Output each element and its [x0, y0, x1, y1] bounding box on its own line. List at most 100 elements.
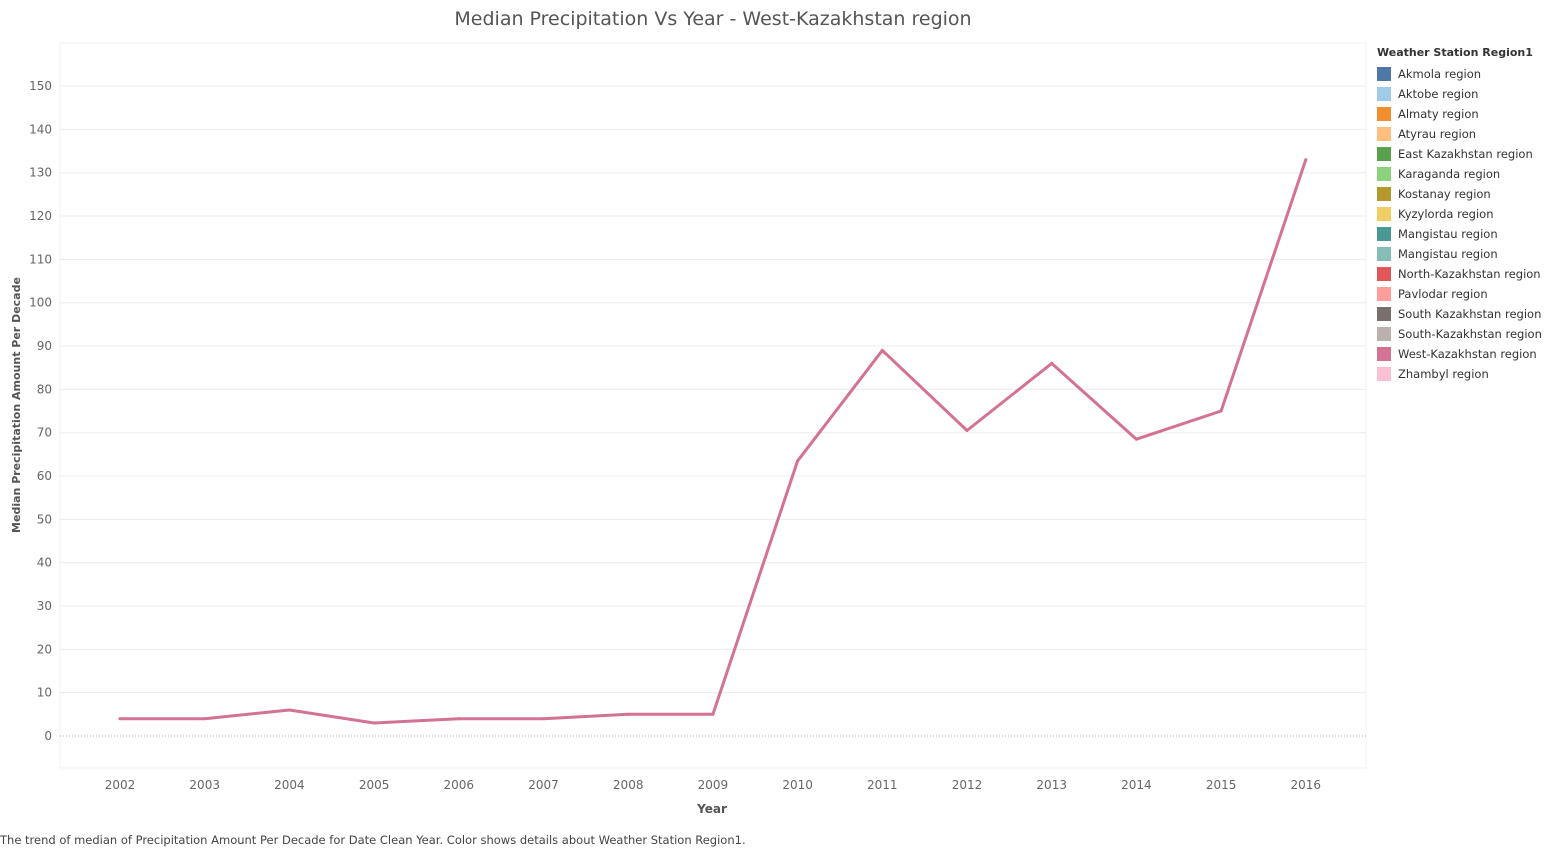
legend-swatch [1377, 167, 1391, 181]
legend-swatch [1377, 87, 1391, 101]
legend-item[interactable]: Mangistau region [1377, 244, 1544, 264]
x-tick-label: 2013 [1036, 778, 1067, 792]
data-point [372, 721, 376, 725]
legend-label: Karaganda region [1398, 167, 1501, 181]
legend-swatch [1377, 347, 1391, 361]
x-tick-label: 2006 [444, 778, 475, 792]
legend-label: Aktobe region [1398, 87, 1479, 101]
legend-label: East Kazakhstan region [1398, 147, 1533, 161]
series-line [118, 158, 1308, 725]
legend-swatch [1377, 187, 1391, 201]
data-point [965, 429, 969, 433]
data-point [626, 712, 630, 716]
legend-swatch [1377, 267, 1391, 281]
x-tick-label: 2014 [1121, 778, 1152, 792]
legend-swatch [1377, 287, 1391, 301]
data-point [1050, 361, 1054, 365]
x-tick-label: 2012 [952, 778, 983, 792]
legend-item[interactable]: South-Kazakhstan region [1377, 324, 1544, 344]
data-point [880, 348, 884, 352]
x-tick-label: 2003 [189, 778, 220, 792]
y-tick-label: 110 [29, 252, 52, 266]
legend-swatch [1377, 327, 1391, 341]
data-point [796, 459, 800, 463]
data-point [287, 708, 291, 712]
legend-label: Kyzylorda region [1398, 207, 1494, 221]
data-point [1134, 437, 1138, 441]
x-tick-label: 2008 [613, 778, 644, 792]
legend-label: Akmola region [1398, 67, 1482, 81]
legend-swatch [1377, 367, 1391, 381]
y-tick-label: 130 [29, 166, 52, 180]
legend-item[interactable]: West-Kazakhstan region [1377, 344, 1544, 364]
legend-item[interactable]: Almaty region [1377, 104, 1544, 124]
x-tick-label: 2002 [105, 778, 136, 792]
legend-item[interactable]: Zhambyl region [1377, 364, 1544, 384]
y-tick-label: 140 [29, 122, 52, 136]
legend-item[interactable]: South Kazakhstan region [1377, 304, 1544, 324]
x-tick-label: 2015 [1206, 778, 1237, 792]
legend-label: Kostanay region [1398, 187, 1491, 201]
y-axis-title: Median Precipitation Amount Per Decade [10, 277, 23, 533]
legend-label: South Kazakhstan region [1398, 307, 1542, 321]
data-point [542, 717, 545, 721]
x-tick-label: 2007 [528, 778, 559, 792]
y-tick-label: 0 [44, 729, 52, 743]
legend-swatch [1377, 307, 1391, 321]
x-tick-label: 2010 [782, 778, 813, 792]
legend-label: Pavlodar region [1398, 287, 1488, 301]
y-tick-label: 70 [37, 426, 52, 440]
data-point [1219, 409, 1223, 413]
legend-label: South-Kazakhstan region [1398, 327, 1542, 341]
legend-item[interactable]: North-Kazakhstan region [1377, 264, 1544, 284]
legend-swatch [1377, 107, 1391, 121]
chart-caption: The trend of median of Precipitation Amo… [0, 833, 746, 847]
x-tick-label: 2009 [698, 778, 729, 792]
legend-label: North-Kazakhstan region [1398, 267, 1541, 281]
x-axis-title: Year [696, 802, 727, 816]
legend-item[interactable]: Pavlodar region [1377, 284, 1544, 304]
y-tick-label: 10 [37, 686, 52, 700]
legend-items: Akmola region Aktobe region Almaty region A… [1377, 64, 1544, 384]
legend-item[interactable]: Akmola region [1377, 64, 1544, 84]
y-tick-label: 80 [37, 382, 52, 396]
legend-swatch [1377, 67, 1391, 81]
x-tick-label: 2011 [867, 778, 898, 792]
y-tick-label: 90 [37, 339, 52, 353]
legend-title: Weather Station Region1 [1377, 46, 1533, 59]
chart-title: Median Precipitation Vs Year - West-Kaza… [454, 8, 972, 30]
y-tick-label: 150 [29, 79, 52, 93]
y-tick-label: 20 [37, 642, 52, 656]
legend-label: Zhambyl region [1398, 367, 1489, 381]
x-tick-label: 2004 [274, 778, 305, 792]
legend-item[interactable]: Aktobe region [1377, 84, 1544, 104]
data-point [203, 717, 207, 721]
legend-label: Mangistau region [1398, 247, 1498, 261]
legend-item[interactable]: Atyrau region [1377, 124, 1544, 144]
legend-label: Mangistau region [1398, 227, 1498, 241]
data-point [457, 717, 461, 721]
legend-item[interactable]: Mangistau region [1377, 224, 1544, 244]
legend-item[interactable]: Karaganda region [1377, 164, 1544, 184]
legend-swatch [1377, 227, 1391, 241]
data-point [1304, 158, 1308, 162]
legend-item[interactable]: East Kazakhstan region [1377, 144, 1544, 164]
legend-item[interactable]: Kostanay region [1377, 184, 1544, 204]
x-tick-label: 2016 [1291, 778, 1322, 792]
legend-swatch [1377, 247, 1391, 261]
data-point [711, 712, 715, 716]
data-point [118, 717, 122, 721]
y-tick-label: 100 [29, 296, 52, 310]
y-tick-label: 120 [29, 209, 52, 223]
legend-label: Atyrau region [1398, 127, 1477, 141]
x-tick-label: 2005 [359, 778, 390, 792]
legend-item[interactable]: Kyzylorda region [1377, 204, 1544, 224]
line-chart: 0 10 20 30 40 50 60 70 80 90 100 110 120 130 140 150 200… [10, 42, 1367, 816]
legend-swatch [1377, 147, 1391, 161]
legend-swatch [1377, 127, 1391, 141]
y-tick-label: 60 [37, 469, 52, 483]
y-tick-label: 50 [37, 512, 52, 526]
legend: Weather Station Region1 Akmola region Akt… [1377, 46, 1544, 384]
legend-swatch [1377, 207, 1391, 221]
plot-area [59, 42, 1367, 769]
